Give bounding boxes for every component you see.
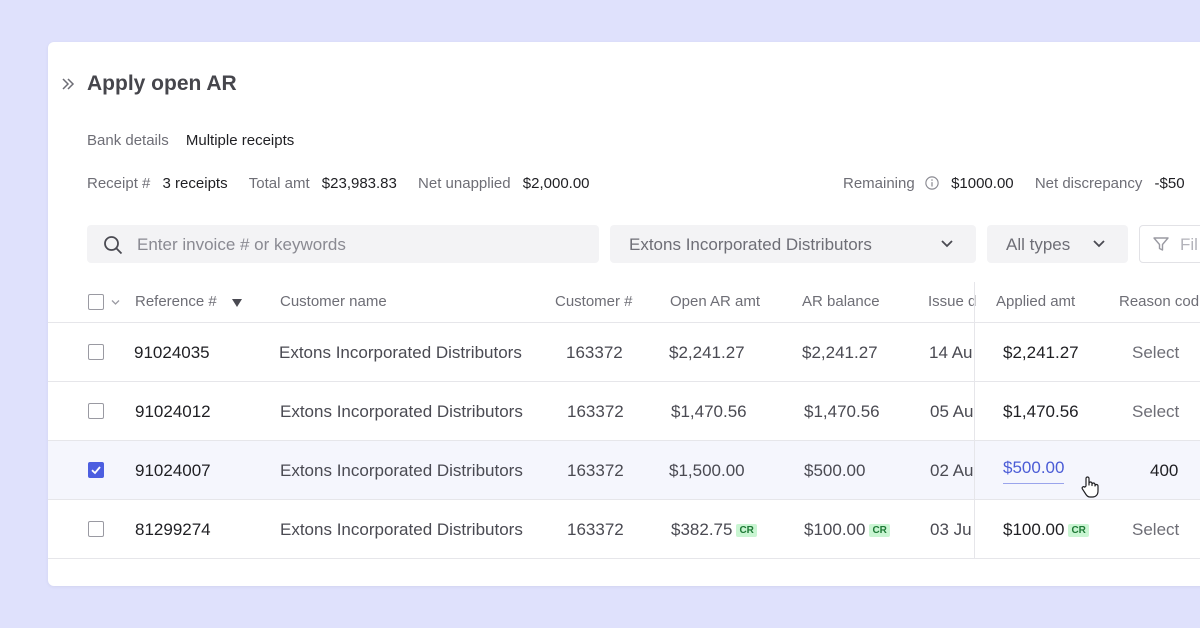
chevron-down-icon[interactable] <box>111 299 120 306</box>
header-customer-number[interactable]: Customer # <box>555 293 633 310</box>
applied-value: $100.00 <box>1003 520 1065 539</box>
unapplied-label: Net unapplied <box>418 175 511 192</box>
customer-dropdown[interactable]: Extons Incorporated Distributors <box>610 225 976 263</box>
cell-issue-date: 02 Au <box>930 461 974 480</box>
ar-balance-value: $100.00 <box>804 520 866 539</box>
applied-amt-input[interactable]: $500.00 <box>1003 458 1065 484</box>
row-checkbox-checked[interactable] <box>88 462 104 478</box>
cell-customer-number: 163372 <box>567 402 624 421</box>
bank-details-label: Bank details <box>87 132 169 149</box>
receipt-summary: Receipt # 3 receipts Total amt $23,983.8… <box>87 175 590 192</box>
search-box <box>87 225 599 265</box>
credit-badge: CR <box>1068 524 1089 537</box>
cell-reference: 91024035 <box>134 343 210 362</box>
cell-open-ar-amt: $1,500.00 <box>669 461 745 480</box>
filter-funnel-icon <box>1153 237 1169 251</box>
cell-customer-number: 163372 <box>566 343 623 362</box>
sort-descending-icon[interactable] <box>231 298 243 308</box>
search-input[interactable] <box>135 225 589 265</box>
table-row[interactable]: 91024035 Extons Incorporated Distributor… <box>48 323 1200 382</box>
title-row: Apply open AR <box>48 70 1200 100</box>
reason-code-value[interactable]: 400 <box>1150 461 1179 480</box>
checkmark-icon <box>91 466 101 475</box>
remaining-label: Remaining <box>843 175 915 192</box>
row-checkbox[interactable] <box>88 521 104 537</box>
apply-open-ar-panel: Apply open AR Bank details Multiple rece… <box>48 42 1200 586</box>
discrepancy-value: -$50 <box>1154 175 1185 192</box>
open-ar-value: $382.75 <box>671 520 733 539</box>
cell-open-ar-amt: $2,241.27 <box>669 343 745 362</box>
cell-customer-name: Extons Incorporated Distributors <box>280 402 523 421</box>
search-icon <box>104 236 123 255</box>
cell-issue-date: 14 Au <box>929 343 973 362</box>
total-value: $23,983.83 <box>321 175 397 192</box>
cell-open-ar-amt: $1,470.56 <box>671 402 747 421</box>
cell-issue-date: 03 Ju <box>930 520 972 539</box>
customer-dropdown-value: Extons Incorporated Distributors <box>629 235 872 254</box>
receipt-label: Receipt # <box>87 175 151 192</box>
row-checkbox[interactable] <box>88 344 104 360</box>
types-dropdown[interactable]: All types <box>987 225 1128 263</box>
table-header: Reference # Customer name Customer # Ope… <box>48 282 1200 323</box>
row-checkbox[interactable] <box>88 403 104 419</box>
header-reference[interactable]: Reference # <box>135 293 217 310</box>
table-row-selected[interactable]: 91024007 Extons Incorporated Distributor… <box>48 441 1200 500</box>
cell-ar-balance: $100.00 CR <box>804 520 890 540</box>
credit-badge: CR <box>869 524 890 537</box>
cell-customer-name: Extons Incorporated Distributors <box>280 520 523 539</box>
bank-details-value: Multiple receipts <box>185 132 295 149</box>
cell-customer-number: 163372 <box>567 461 624 480</box>
header-issue-date[interactable]: Issue d <box>928 293 977 310</box>
reason-code-select[interactable]: Select <box>1132 402 1180 421</box>
cell-customer-number: 163372 <box>567 520 624 539</box>
reason-code-select[interactable]: Select <box>1132 343 1180 362</box>
header-open-ar-amt[interactable]: Open AR amt <box>670 293 761 310</box>
cell-reference: 81299274 <box>135 520 211 539</box>
cell-customer-name: Extons Incorporated Distributors <box>279 343 522 362</box>
remaining-value: $1000.00 <box>951 175 1014 192</box>
discrepancy-label: Net discrepancy <box>1034 175 1143 192</box>
cell-applied-amt[interactable]: $100.00 CR <box>1003 520 1089 540</box>
chevron-down-icon <box>941 240 953 248</box>
cell-applied-amt[interactable]: $1,470.56 <box>1003 402 1079 421</box>
cell-ar-balance: $1,470.56 <box>804 402 880 421</box>
select-all-checkbox[interactable] <box>88 294 104 310</box>
cell-applied-amt[interactable]: $2,241.27 <box>1003 343 1079 362</box>
unapplied-value: $2,000.00 <box>522 175 590 192</box>
header-applied-amt[interactable]: Applied amt <box>996 293 1076 310</box>
total-label: Total amt <box>248 175 310 192</box>
sticky-column-divider <box>974 282 975 559</box>
cell-ar-balance: $2,241.27 <box>802 343 878 362</box>
hand-pointer-icon <box>1081 476 1099 498</box>
cell-ar-balance: $500.00 <box>804 461 866 480</box>
cell-reference: 91024007 <box>135 461 211 480</box>
cell-open-ar-amt: $382.75 CR <box>671 520 757 540</box>
chevron-down-icon <box>1093 240 1105 248</box>
reason-code-select[interactable]: Select <box>1132 520 1180 539</box>
cell-issue-date: 05 Au <box>930 402 974 421</box>
bank-details: Bank details Multiple receipts <box>87 132 294 149</box>
credit-badge: CR <box>736 524 757 537</box>
header-reason-code[interactable]: Reason cod <box>1119 293 1200 310</box>
receipt-value: 3 receipts <box>162 175 228 192</box>
header-customer-name[interactable]: Customer name <box>280 293 387 310</box>
info-icon[interactable] <box>925 176 939 190</box>
header-ar-balance[interactable]: AR balance <box>802 293 880 310</box>
filter-button[interactable]: Fil <box>1139 225 1200 263</box>
table-row[interactable]: 91024012 Extons Incorporated Distributor… <box>48 382 1200 441</box>
types-dropdown-value: All types <box>1006 235 1071 254</box>
double-chevron-right-icon[interactable] <box>60 76 76 92</box>
table-row[interactable]: 81299274 Extons Incorporated Distributor… <box>48 500 1200 559</box>
balance-summary: Remaining $1000.00 Net discrepancy -$50 <box>843 175 1185 192</box>
cell-reference: 91024012 <box>135 402 211 421</box>
filter-button-label: Fil <box>1180 235 1198 254</box>
page-title: Apply open AR <box>87 72 237 95</box>
cell-customer-name: Extons Incorporated Distributors <box>280 461 523 480</box>
